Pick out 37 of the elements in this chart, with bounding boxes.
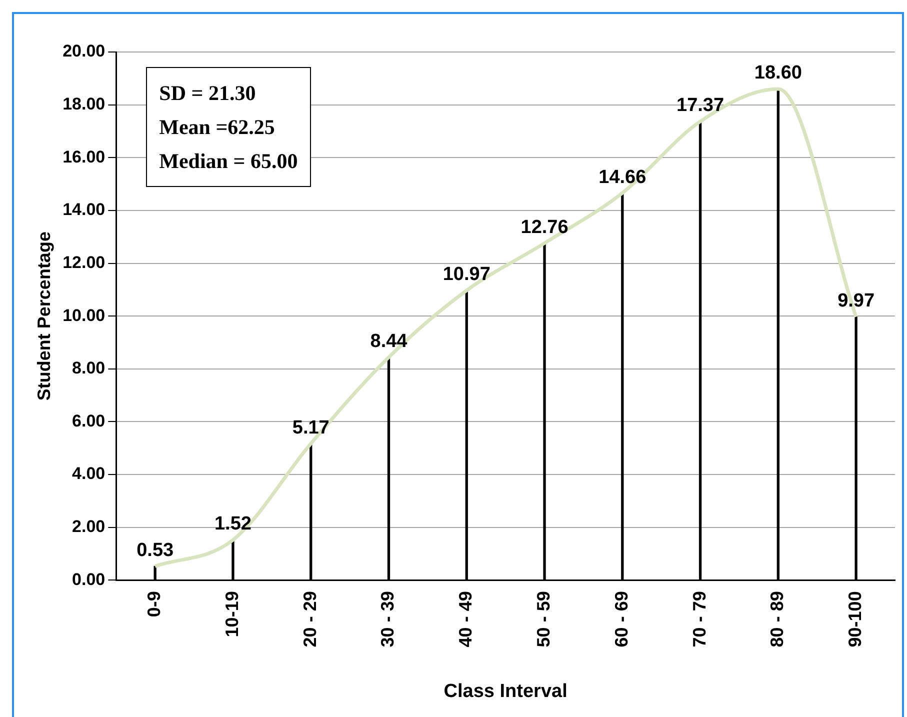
- x-tick-label: 20 - 29: [300, 591, 320, 648]
- y-tick-label: 2.00: [72, 517, 106, 536]
- y-tick-label: 12.00: [62, 252, 106, 272]
- y-tick-label: 10.00: [62, 306, 106, 325]
- x-tick-label: 10-19: [222, 591, 242, 638]
- x-tick-label: 0-9: [144, 591, 164, 618]
- x-axis-title: Class Interval: [444, 680, 568, 702]
- y-tick-label: 4.00: [72, 464, 106, 484]
- annotation: SD = 21.30: [159, 80, 257, 107]
- data-label: 9.97: [838, 290, 875, 312]
- y-tick-label: 20.00: [62, 42, 106, 61]
- data-label: 0.53: [136, 540, 174, 561]
- y-axis-title: Student Percentage: [34, 232, 54, 401]
- y-tick-label: 6.00: [72, 411, 106, 430]
- y-tick-label: 14.00: [62, 200, 106, 220]
- data-label: 1.52: [214, 514, 252, 535]
- data-label: 10.97: [442, 264, 490, 286]
- x-tick-label: 40 - 49: [456, 591, 476, 648]
- y-tick-label: 8.00: [72, 358, 106, 378]
- data-label: 8.44: [370, 331, 408, 352]
- x-tick-label: 50 - 59: [533, 591, 554, 648]
- data-label: 14.66: [598, 166, 646, 188]
- x-tick-label: 60 - 69: [611, 591, 632, 648]
- annotation: Median = 65.00: [159, 148, 298, 175]
- data-label: 12.76: [520, 216, 568, 238]
- data-label: 18.60: [754, 62, 802, 84]
- stats-box: SD = 21.30 Mean =62.25 Median = 65.00: [146, 67, 311, 187]
- y-tick-label: 0.00: [72, 570, 106, 589]
- data-label: 17.37: [676, 95, 724, 116]
- y-tick-label: 18.00: [62, 94, 106, 114]
- x-tick-label: 30 - 39: [378, 591, 398, 648]
- data-label: 5.17: [292, 417, 330, 438]
- annotation: Mean =62.25: [159, 114, 276, 141]
- y-tick-label: 16.00: [62, 147, 106, 166]
- x-tick-label: 80 - 89: [767, 591, 788, 648]
- x-tick-label: 90-100: [845, 591, 866, 648]
- x-tick-label: 70 - 79: [689, 591, 710, 648]
